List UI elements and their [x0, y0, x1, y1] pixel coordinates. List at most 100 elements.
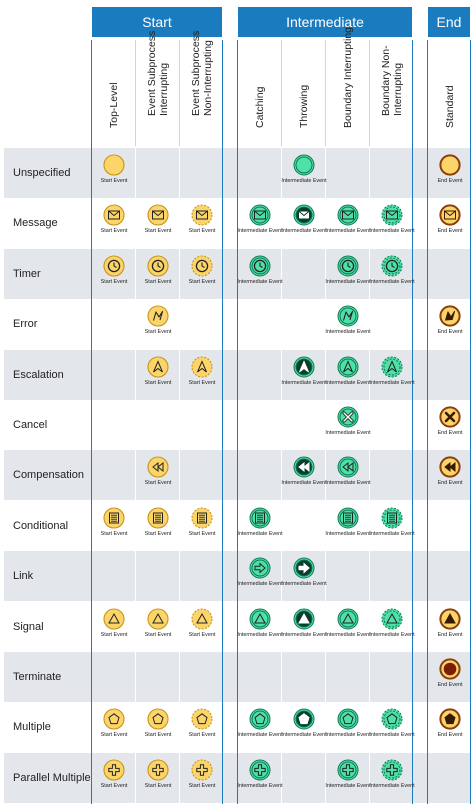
- event-cell: Intermediate Event: [325, 753, 371, 803]
- column-header-line: Non-Interrupting: [202, 40, 214, 116]
- column-header-label: Event Subprocess Non-Interrupting: [190, 31, 214, 116]
- multiple-catch-event-icon: [337, 708, 359, 730]
- parallel-multiple-catch-event-icon: [249, 759, 271, 781]
- column-header-line: Interrupting: [158, 62, 170, 116]
- error-catch-event-icon: [337, 305, 359, 327]
- column-divider: [281, 40, 282, 146]
- event-caption: Intermediate Event: [281, 228, 327, 235]
- event-cell: Start Event: [180, 198, 224, 248]
- event-caption: Intermediate Event: [325, 228, 371, 235]
- event-cell: Intermediate Event: [325, 198, 371, 248]
- event-caption: End Event: [437, 480, 463, 487]
- terminate-end-event-icon: [439, 658, 461, 680]
- multiple-catch-ni-event-icon: [381, 708, 403, 730]
- column-divider: [369, 148, 370, 804]
- column-header-line: Catching: [254, 86, 266, 128]
- column-divider: [369, 40, 370, 146]
- event-cell: Start Event: [92, 249, 136, 299]
- event-caption: Intermediate Event: [237, 631, 283, 638]
- event-caption: Intermediate Event: [237, 228, 283, 235]
- event-cell: Start Event: [136, 198, 180, 248]
- event-caption: End Event: [437, 732, 463, 739]
- event-caption: Start Event: [144, 379, 172, 386]
- message-catch-ni-event-icon: [381, 204, 403, 226]
- group-divider: [237, 40, 238, 804]
- cancel-end-event-icon: [439, 406, 461, 428]
- parallel-multiple-catch-ni-event-icon: [381, 759, 403, 781]
- event-cell: End Event: [428, 299, 472, 349]
- group-divider: [91, 40, 92, 804]
- row-label: Escalation: [13, 368, 64, 381]
- event-caption: Intermediate Event: [237, 732, 283, 739]
- event-caption: Intermediate Event: [325, 430, 371, 436]
- cancel-catch-event-icon: [337, 406, 359, 428]
- timer-catch-event-icon: [249, 255, 271, 277]
- event-cell: Intermediate Event: [325, 400, 371, 450]
- event-caption: Start Event: [188, 782, 216, 789]
- event-caption: Start Event: [144, 480, 172, 487]
- signal-start-ni-event-icon: [191, 608, 213, 630]
- event-caption: Intermediate Event: [325, 782, 371, 789]
- column-header-line: Interrupting: [392, 62, 404, 116]
- event-caption: Start Event: [100, 178, 128, 184]
- conditional-start-ni-event-icon: [191, 507, 213, 529]
- event-cell: End Event: [428, 400, 472, 450]
- message-start-event-icon: [147, 204, 169, 226]
- message-catch-event-icon: [249, 204, 271, 226]
- event-caption: Start Event: [188, 228, 216, 235]
- event-cell: Intermediate Event: [281, 702, 327, 752]
- column-divider: [135, 148, 136, 804]
- conditional-catch-ni-event-icon: [381, 507, 403, 529]
- event-caption: Start Event: [100, 278, 128, 285]
- event-cell: Intermediate Event: [325, 702, 371, 752]
- parallel-multiple-catch-event-icon: [337, 759, 359, 781]
- column-header-label: Event Subprocess Interrupting: [146, 31, 170, 116]
- signal-start-event-icon: [147, 608, 169, 630]
- column-header-line: Top-Level: [108, 82, 120, 128]
- event-caption: Intermediate Event: [369, 530, 415, 537]
- event-cell: Intermediate Event: [325, 602, 371, 652]
- multiple-start-event-icon: [103, 708, 125, 730]
- column-header-line: Event Subprocess: [146, 30, 158, 116]
- compensation-start-event-icon: [147, 456, 169, 478]
- column-divider: [325, 148, 326, 804]
- column-header-label: Boundary Interrupting: [342, 27, 354, 128]
- event-caption: Start Event: [144, 228, 172, 235]
- event-cell: Start Event: [136, 350, 180, 400]
- event-caption: Start Event: [100, 782, 128, 789]
- plain-throw-event-icon: [293, 154, 315, 176]
- event-cell: Start Event: [92, 148, 136, 198]
- event-caption: Intermediate Event: [237, 530, 283, 537]
- event-caption: Start Event: [100, 732, 128, 739]
- row-label: Conditional: [13, 519, 69, 532]
- event-cell: End Event: [428, 148, 472, 198]
- row-label: Multiple: [13, 721, 51, 734]
- event-caption: Intermediate Event: [281, 631, 327, 638]
- group-header-intermediate: Intermediate: [238, 7, 412, 37]
- compensation-throw-event-icon: [293, 456, 315, 478]
- event-caption: Intermediate Event: [369, 782, 415, 789]
- event-cell: Start Event: [92, 602, 136, 652]
- event-cell: Intermediate Event: [325, 501, 371, 551]
- event-cell: End Event: [428, 602, 472, 652]
- event-cell: End Event: [428, 198, 472, 248]
- event-cell: Intermediate Event: [281, 602, 327, 652]
- row-label: Timer: [13, 267, 41, 280]
- event-caption: Intermediate Event: [325, 379, 371, 386]
- link-catch-event-icon: [249, 557, 271, 579]
- row-label: Unspecified: [13, 167, 71, 179]
- event-caption: Start Event: [144, 631, 172, 638]
- row-label: Link: [13, 570, 34, 583]
- column-header-line: Boundary Non-: [380, 45, 392, 116]
- event-caption: Intermediate Event: [281, 732, 327, 739]
- group-divider: [470, 40, 471, 804]
- event-caption: Intermediate Event: [325, 530, 371, 537]
- event-caption: Start Event: [144, 278, 172, 285]
- timer-start-event-icon: [103, 255, 125, 277]
- event-cell: Start Event: [136, 299, 180, 349]
- row-label: Terminate: [13, 671, 62, 683]
- event-cell: Start Event: [92, 198, 136, 248]
- plain-start-event-icon: [103, 154, 125, 176]
- event-cell: Start Event: [136, 249, 180, 299]
- event-caption: Intermediate Event: [325, 329, 371, 336]
